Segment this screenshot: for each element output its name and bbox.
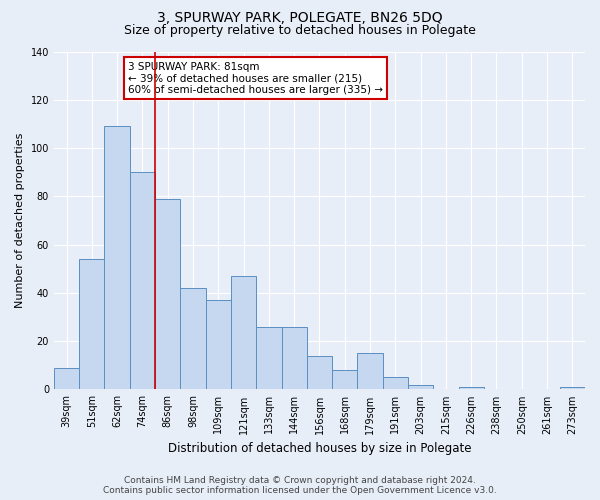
Bar [408, 384, 433, 390]
Text: Contains HM Land Registry data © Crown copyright and database right 2024.
Contai: Contains HM Land Registry data © Crown c… [103, 476, 497, 495]
Bar [458, 387, 484, 390]
Bar [104, 126, 130, 390]
Bar [560, 387, 585, 390]
Bar [307, 356, 332, 390]
Bar [358, 353, 383, 390]
Bar [206, 300, 231, 390]
Bar [54, 368, 79, 390]
Bar [130, 172, 155, 390]
Text: Size of property relative to detached houses in Polegate: Size of property relative to detached ho… [124, 24, 476, 37]
Bar [332, 370, 358, 390]
Bar [181, 288, 206, 390]
Bar [231, 276, 256, 390]
X-axis label: Distribution of detached houses by size in Polegate: Distribution of detached houses by size … [168, 442, 471, 455]
Bar [281, 326, 307, 390]
Bar [79, 259, 104, 390]
Bar [155, 198, 181, 390]
Text: 3, SPURWAY PARK, POLEGATE, BN26 5DQ: 3, SPURWAY PARK, POLEGATE, BN26 5DQ [157, 11, 443, 25]
Y-axis label: Number of detached properties: Number of detached properties [15, 133, 25, 308]
Bar [256, 326, 281, 390]
Text: 3 SPURWAY PARK: 81sqm
← 39% of detached houses are smaller (215)
60% of semi-det: 3 SPURWAY PARK: 81sqm ← 39% of detached … [128, 62, 383, 95]
Bar [383, 378, 408, 390]
